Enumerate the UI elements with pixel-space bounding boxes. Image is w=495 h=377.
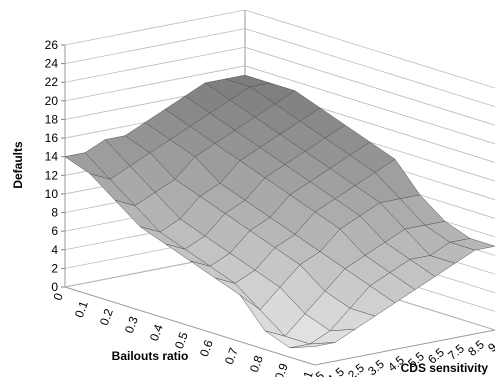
z-tick-label: 14 [45, 150, 59, 164]
z-tick-label: 20 [45, 94, 59, 108]
y-tick-label: 1.5 [325, 364, 347, 377]
y-tick-label: 2.5 [345, 361, 367, 377]
z-tick-label: 6 [51, 224, 58, 238]
y-tick-label: 0.5 [305, 368, 327, 377]
x-tick-label: 0.2 [97, 307, 116, 328]
y-tick-label: 9.5 [485, 333, 495, 355]
y-tick-label: 8.5 [465, 337, 487, 359]
grid-line [64, 65, 495, 145]
z-tick-label: 18 [45, 112, 59, 126]
floor-frame [64, 286, 495, 366]
z-tick-label: 0 [51, 280, 58, 294]
x-tick-label: 0 [50, 291, 66, 302]
z-tick-label: 22 [45, 75, 59, 89]
x-tick-label: 0.8 [247, 353, 266, 374]
z-tick-label: 12 [45, 168, 59, 182]
x-tick-label: 0.3 [122, 314, 141, 335]
z-tick-label: 10 [45, 187, 59, 201]
x-tick-label: 1 [300, 369, 316, 377]
y-tick-label: 7.5 [445, 341, 467, 363]
z-tick-label: 24 [45, 57, 59, 71]
x-axis-title: Bailouts ratio [112, 349, 189, 363]
z-tick-label: 16 [45, 131, 59, 145]
grid-line [64, 9, 495, 89]
x-tick-label: 0.9 [272, 361, 291, 377]
surface-patch [289, 342, 336, 349]
y-tick-label: 3.5 [365, 357, 387, 377]
grid-line [64, 28, 495, 107]
z-tick-label: 2 [51, 261, 58, 275]
z-axis-title: Defaults [11, 141, 25, 189]
x-tick-label: 0.5 [172, 330, 191, 351]
grid-line [64, 46, 495, 126]
y-axis-title: CDS sensitivity [401, 361, 489, 375]
x-tick-label: 0.4 [147, 322, 166, 343]
z-tick-label: 26 [45, 38, 59, 52]
z-tick-label: 4 [51, 243, 58, 257]
x-tick-label: 0.7 [222, 346, 241, 367]
z-tick-label: 8 [51, 206, 58, 220]
x-tick-label: 0.6 [197, 338, 216, 359]
x-tick-label: 0.1 [72, 299, 91, 320]
